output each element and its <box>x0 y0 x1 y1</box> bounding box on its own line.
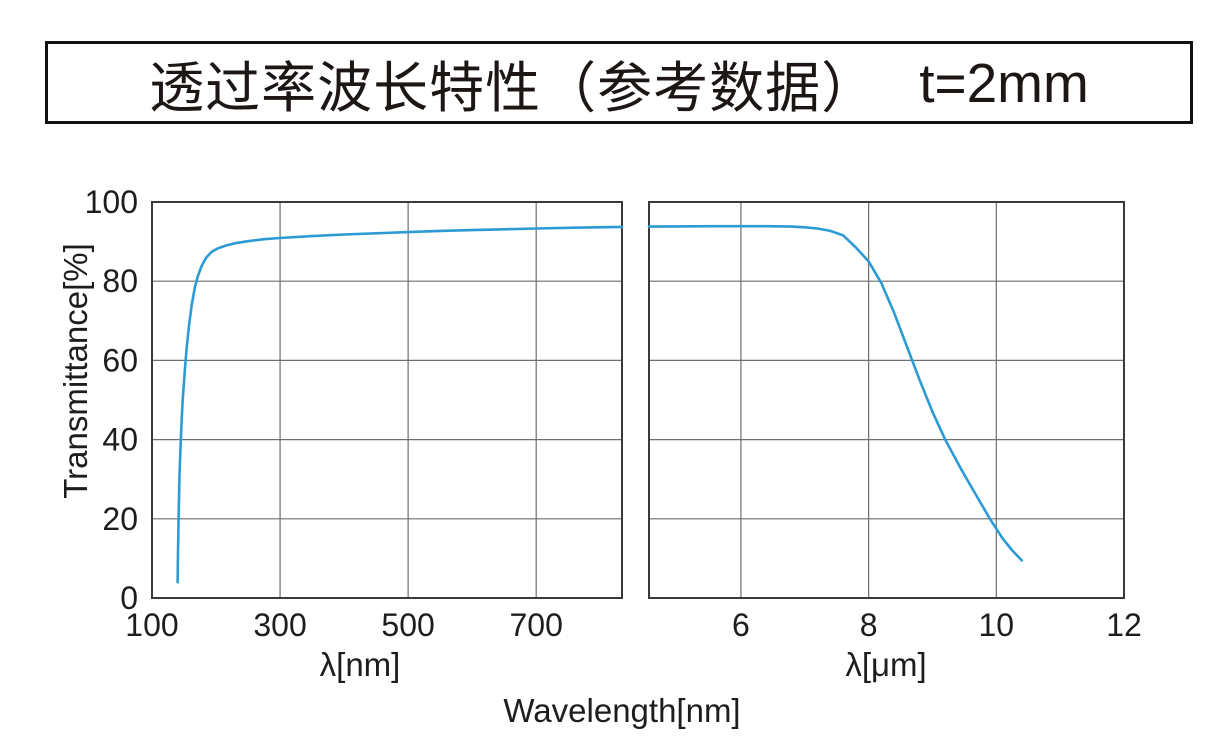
x-axis-label-bottom: Wavelength[nm] <box>503 692 741 729</box>
x-axis-label-nm: λ[nm] <box>319 646 401 683</box>
title-box: 透过率波长特性（参考数据） t=2mm <box>45 41 1193 124</box>
y-tick-label: 40 <box>102 422 138 458</box>
panel-border <box>648 201 1125 599</box>
page-title: 透过率波长特性（参考数据） <box>149 56 878 119</box>
y-tick-label: 80 <box>102 263 138 299</box>
x-tick-label: 8 <box>860 607 878 643</box>
y-tick-label: 60 <box>102 342 138 378</box>
y-axis-label: Transmittance[%] <box>57 243 94 499</box>
y-tick-label: 100 <box>85 184 138 220</box>
x-tick-label: 300 <box>253 607 306 643</box>
x-axis-label-um: λ[μm] <box>845 646 927 683</box>
transmittance-curve <box>176 225 624 584</box>
x-tick-label: 6 <box>732 607 750 643</box>
x-tick-label: 10 <box>979 607 1015 643</box>
panel-border <box>151 201 623 599</box>
y-tick-label: 20 <box>102 501 138 537</box>
x-tick-label: 12 <box>1106 607 1142 643</box>
x-tick-label: 700 <box>510 607 563 643</box>
transmittance-curve <box>647 224 1024 562</box>
x-tick-label: 500 <box>381 607 434 643</box>
thickness-label: t=2mm <box>919 51 1089 114</box>
x-tick-label: 100 <box>125 607 178 643</box>
y-tick-label: 0 <box>120 580 138 616</box>
